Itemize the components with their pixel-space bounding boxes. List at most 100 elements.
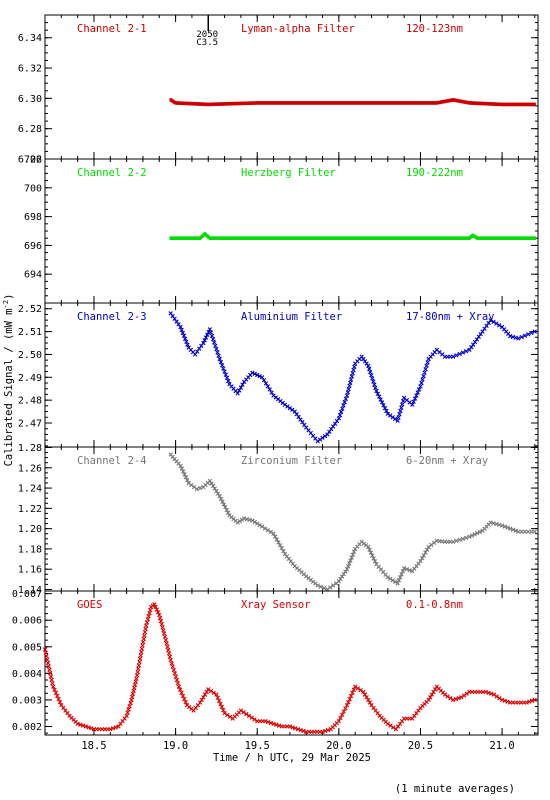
data-point — [405, 236, 408, 240]
data-point — [257, 373, 262, 379]
data-point — [308, 101, 311, 105]
data-point — [350, 370, 355, 376]
data-point — [346, 699, 351, 705]
data-point — [407, 568, 412, 573]
data-point — [243, 101, 246, 106]
data-point — [366, 544, 371, 550]
data-point — [338, 715, 343, 721]
data-point — [312, 101, 316, 105]
x-tick-label: 21.0 — [489, 740, 514, 752]
data-point — [384, 236, 388, 240]
data-point — [301, 728, 306, 734]
data-point — [441, 100, 444, 104]
data-point — [363, 101, 366, 105]
data-point — [166, 647, 171, 653]
data-point — [505, 699, 510, 704]
data-point — [204, 689, 209, 695]
data-point — [268, 101, 272, 105]
data-point — [457, 537, 462, 542]
data-point — [175, 681, 181, 686]
data-point — [526, 529, 531, 534]
data-point — [171, 667, 176, 673]
data-point — [503, 102, 507, 107]
data-point — [189, 236, 193, 240]
data-point — [427, 236, 430, 240]
data-point — [43, 650, 48, 656]
data-point — [222, 102, 226, 106]
y-tick-label: 1.20 — [18, 524, 42, 535]
data-point — [206, 234, 209, 238]
data-point — [259, 375, 265, 380]
data-point — [335, 101, 338, 105]
data-point — [126, 707, 131, 712]
data-point — [233, 236, 237, 240]
data-point — [183, 236, 186, 240]
data-point — [174, 236, 177, 240]
band-label: 190-222nm — [406, 167, 463, 179]
data-point — [323, 236, 326, 240]
data-point — [214, 692, 219, 697]
data-point — [364, 236, 367, 240]
data-point — [440, 100, 443, 104]
data-point — [350, 552, 356, 557]
data-point — [218, 102, 221, 106]
data-point — [380, 101, 384, 105]
data-point — [211, 690, 216, 696]
data-point — [237, 101, 240, 106]
data-point — [124, 713, 129, 719]
band-label: 17-80nm + Xray — [406, 311, 495, 323]
data-point — [263, 718, 268, 724]
data-point — [256, 236, 259, 240]
panel-4: 1.14 1.16 1.18 1.20 1.22 1.24 1.26 1.28 Channel … — [18, 443, 539, 596]
data-point — [401, 236, 405, 240]
data-point — [279, 546, 284, 551]
channel-label: Channel 2-4 — [77, 455, 147, 467]
data-point — [178, 463, 183, 468]
data-point — [216, 353, 221, 358]
data-point — [393, 101, 396, 105]
data-point — [318, 584, 324, 589]
data-point — [284, 236, 287, 240]
data-point — [265, 384, 271, 389]
data-point — [282, 101, 286, 105]
data-point — [339, 236, 342, 240]
data-point — [296, 236, 300, 240]
data-point — [342, 236, 345, 240]
data-point — [170, 664, 175, 669]
data-point — [349, 374, 355, 379]
data-point — [516, 529, 521, 534]
data-point — [447, 236, 451, 240]
data-point — [350, 101, 354, 105]
data-point — [438, 236, 441, 240]
data-point — [367, 236, 370, 240]
channel-label: GOES — [77, 599, 102, 611]
data-point — [219, 704, 225, 710]
data-point — [168, 657, 173, 663]
data-point — [426, 697, 431, 703]
data-point — [482, 326, 487, 331]
data-point — [447, 98, 450, 103]
data-point — [199, 343, 204, 349]
data-points — [168, 311, 537, 444]
data-point — [457, 236, 460, 240]
data-point — [250, 518, 255, 523]
data-point — [354, 236, 358, 240]
data-point — [180, 101, 184, 106]
data-point — [497, 323, 502, 328]
data-point — [137, 659, 142, 665]
data-point — [274, 101, 278, 105]
data-point — [497, 102, 501, 107]
data-point — [499, 697, 505, 703]
data-point — [290, 725, 295, 730]
data-point — [484, 236, 487, 240]
data-point — [468, 101, 471, 105]
data-point — [260, 101, 264, 105]
data-point — [268, 236, 271, 240]
data-point — [513, 102, 516, 107]
data-point — [246, 713, 252, 719]
data-point — [533, 236, 536, 240]
y-tick-label: 2.51 — [18, 327, 42, 338]
data-point — [136, 666, 141, 671]
data-point — [276, 101, 279, 105]
